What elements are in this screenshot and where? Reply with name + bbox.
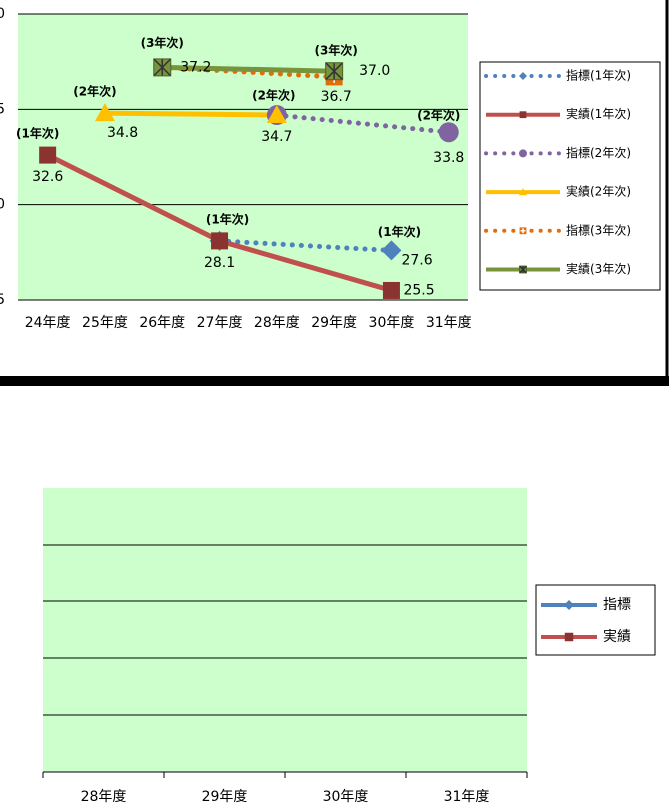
y-tick-label: 40 [0,6,5,22]
data-label: 36.7 [321,89,352,105]
annotation: (3年次) [141,35,184,50]
x-tick-label: 24年度 [25,315,71,331]
data-label: 27.6 [401,252,432,268]
data-label: 25.5 [403,282,434,298]
legend-label: 実績(1年次) [566,106,631,121]
data-label: 28.1 [204,255,235,271]
marker [211,232,229,250]
marker [519,188,527,196]
y-tick-label: 30 [0,197,5,213]
annotation: (2年次) [417,108,460,123]
x-tick-label: 29年度 [311,315,357,331]
x-tick-label: 30年度 [369,315,415,331]
series-line [274,112,452,135]
plot-area [43,488,527,772]
series-line [162,64,335,74]
y-tick-label: 35 [0,101,5,117]
marker [438,122,459,143]
marker [519,149,527,158]
legend-label: 実績(2年次) [566,184,631,199]
legend-label: 指標(1年次) [566,68,631,83]
marker [382,281,400,299]
x-tick-label: 25年度 [82,315,128,331]
x-tick-label: 27年度 [197,315,243,331]
x-tick-label: 29年度 [202,789,248,805]
annotation: (1年次) [378,224,421,239]
data-label: 34.8 [107,125,138,141]
marker-detail [519,265,527,274]
marker [564,600,574,610]
x-tick-label: 31年度 [426,315,472,331]
legend-box [535,584,656,656]
data-label: 32.6 [32,169,63,185]
marker [519,72,527,80]
marker-detail [520,228,526,234]
x-tick-label: 31年度 [444,789,490,805]
annotation: (2年次) [252,88,295,103]
annotation: (3年次) [314,43,357,58]
marker [564,632,574,642]
marker [381,240,402,261]
legend-box [479,61,661,291]
annotation: (1年次) [16,126,59,141]
data-label: 37.0 [359,63,390,79]
marker-detail [325,62,343,80]
x-tick-label: 28年度 [81,789,127,805]
x-tick-label: 28年度 [254,315,300,331]
annotation: (2年次) [73,84,116,99]
annotation: (1年次) [206,211,249,226]
series-line [217,238,394,253]
marker [519,111,527,119]
data-label: 33.8 [433,150,464,166]
separator-bar [0,376,669,386]
legend-label: 指標 [603,597,631,613]
legend-label: 実績 [603,629,631,645]
legend-label: 指標(2年次) [566,145,631,160]
data-label: 37.2 [180,59,211,75]
legend-label: 実績(3年次) [566,261,631,276]
y-tick-label: 25 [0,292,5,308]
marker [266,105,287,124]
marker [39,146,57,164]
x-tick-label: 26年度 [139,315,185,331]
series-line [104,110,277,118]
marker-detail [153,58,171,76]
data-label: 34.7 [261,129,292,145]
legend-label: 指標(3年次) [566,222,631,237]
marker [94,103,115,122]
x-tick-label: 30年度 [323,789,369,805]
